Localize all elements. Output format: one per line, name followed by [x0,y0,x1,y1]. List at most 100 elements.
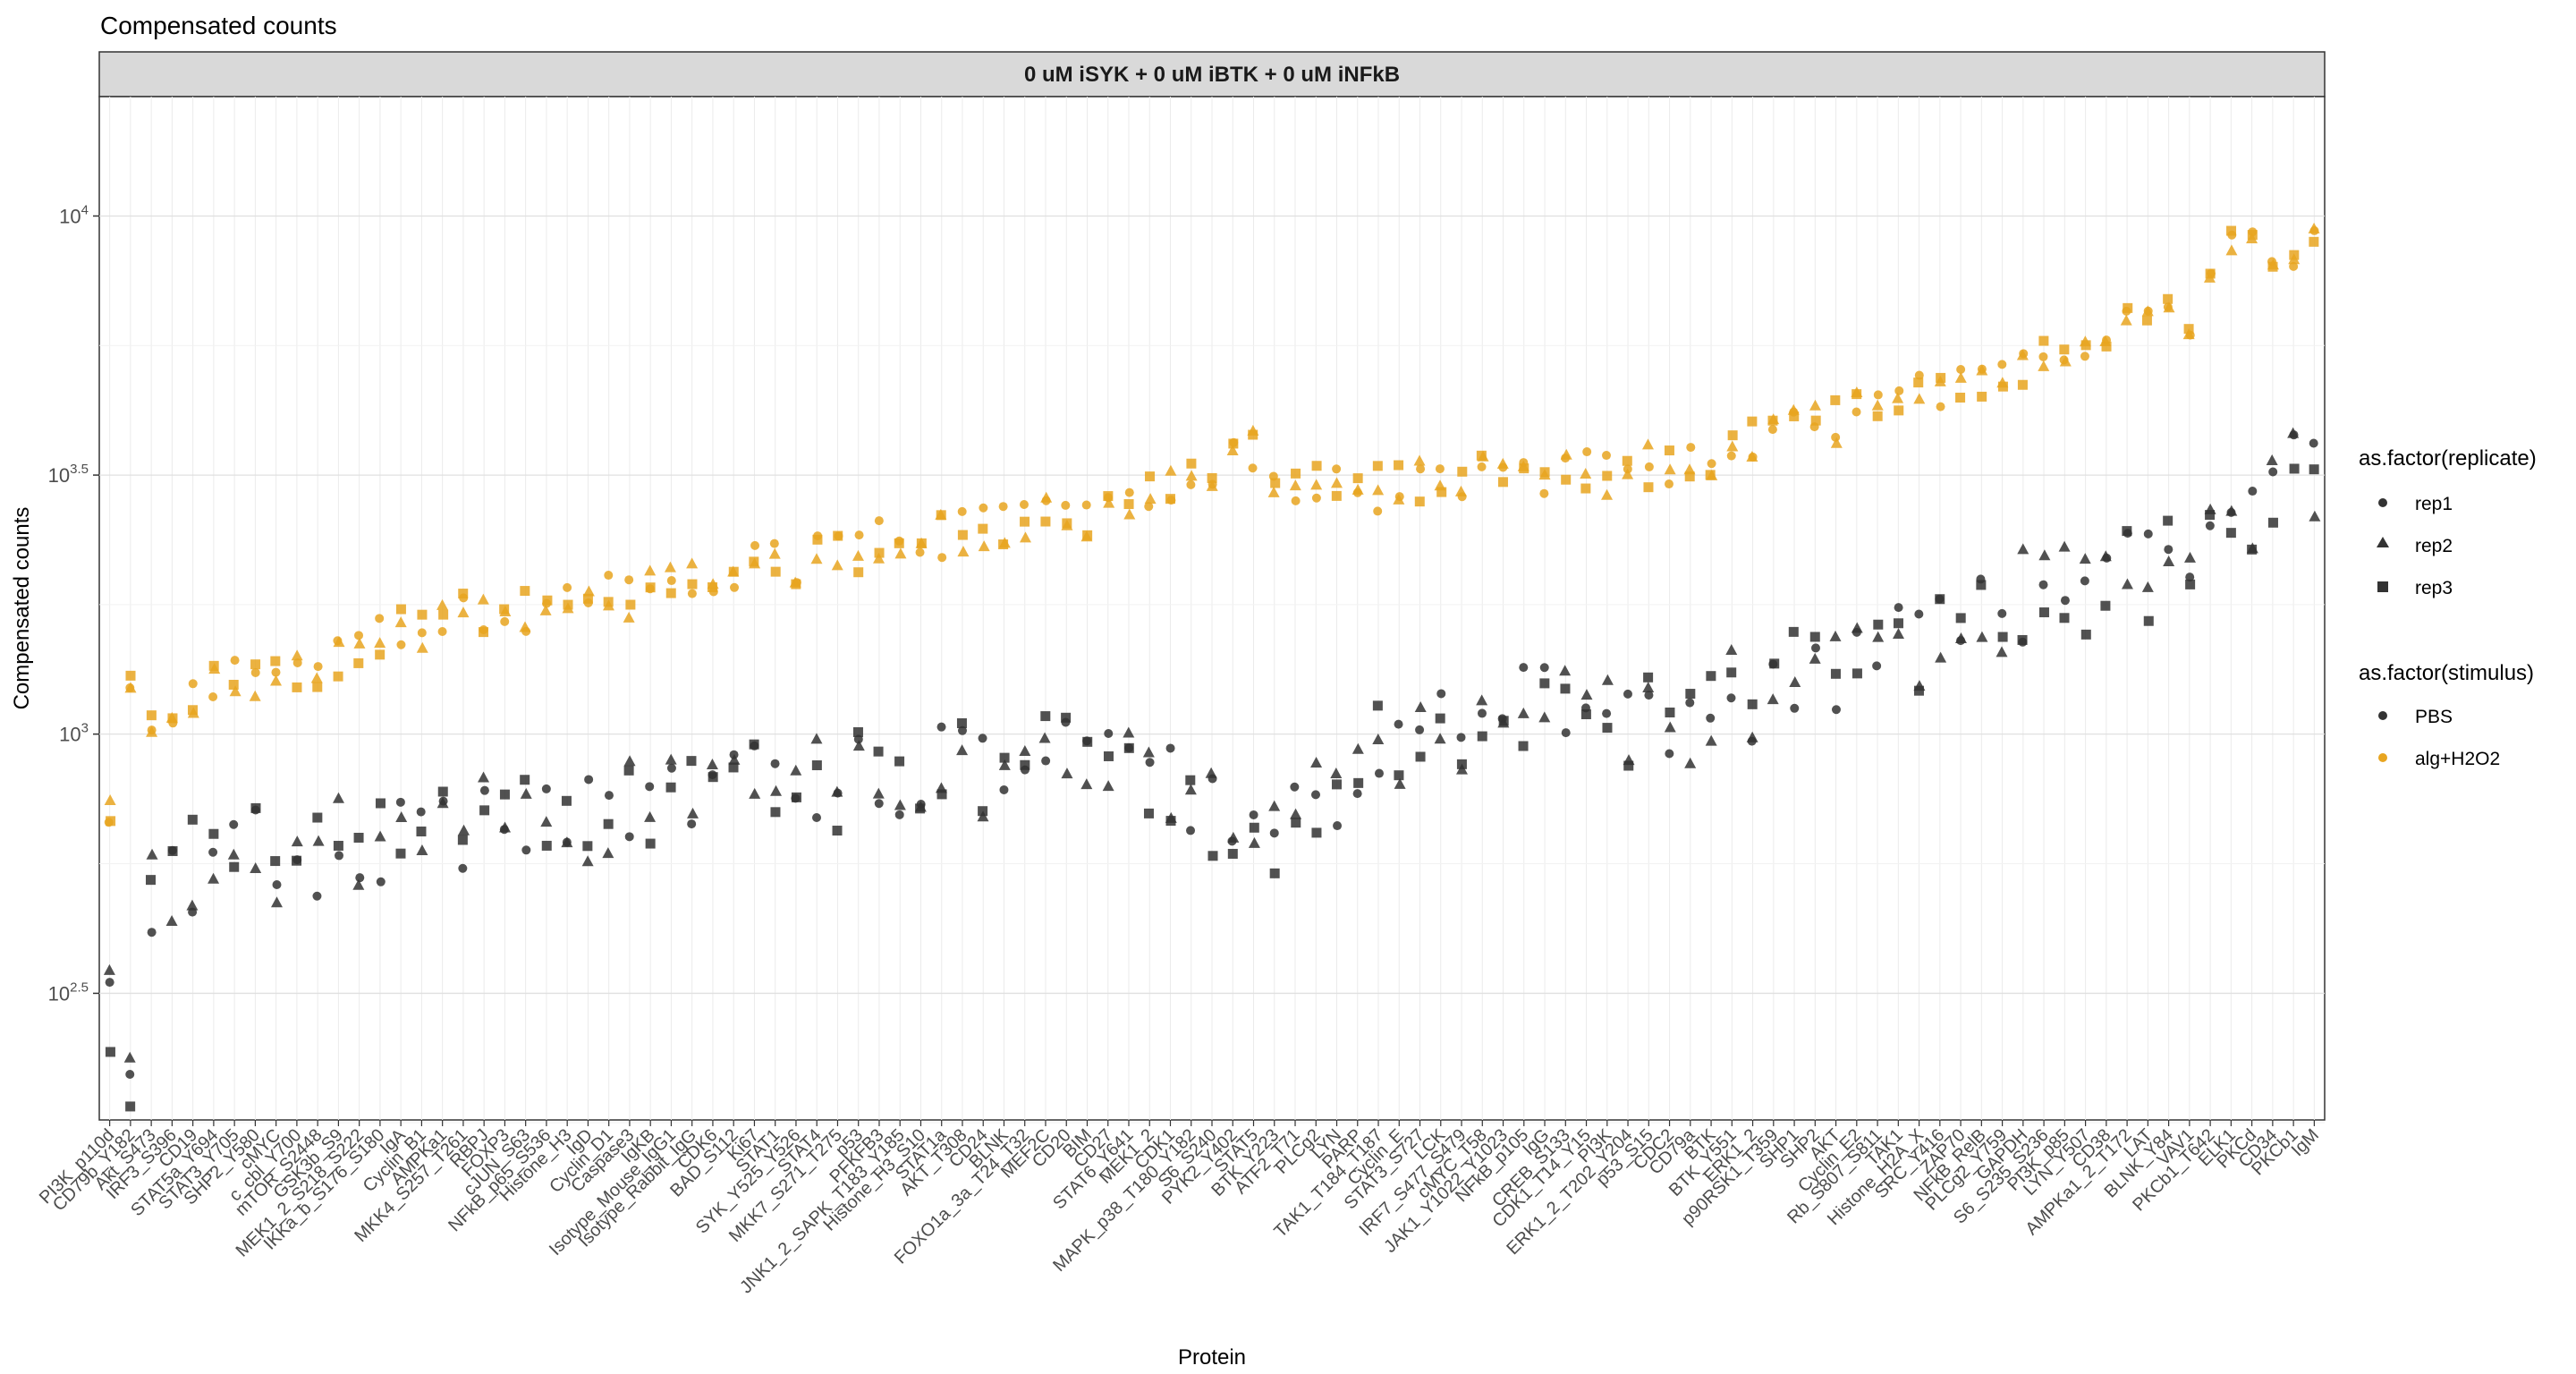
point-alg-rep2 [291,649,303,661]
point-pbs-rep2 [291,835,303,847]
point-pbs-rep2 [956,744,969,756]
point-alg-rep2 [2163,301,2175,313]
point-alg-rep2 [1103,496,1115,508]
point-pbs-rep1 [479,785,489,795]
point-pbs-rep1 [1415,725,1425,734]
point-pbs-rep3 [229,861,240,872]
point-pbs-rep1 [1269,828,1279,838]
point-pbs-rep3 [2080,629,2091,640]
point-alg-rep3 [1165,494,1175,505]
point-alg-rep2 [1871,399,1884,411]
point-pbs-rep3 [312,812,323,823]
point-alg-rep2 [353,637,366,649]
point-pbs-rep1 [2080,576,2089,586]
point-pbs-rep3 [603,818,614,829]
point-alg-rep3 [687,579,698,589]
point-pbs-rep3 [375,798,386,809]
point-pbs-rep3 [1976,580,1987,590]
point-alg-rep3 [1830,394,1841,405]
point-pbs-rep3 [292,855,302,866]
point-pbs-rep3 [1435,713,1445,724]
point-alg-rep3 [375,649,386,660]
point-pbs-rep2 [146,848,158,860]
point-pbs-rep2 [1767,693,1779,705]
point-pbs-rep2 [1019,745,1031,757]
point-pbs-rep1 [416,807,426,817]
point-pbs-rep2 [998,759,1011,770]
point-alg-rep2 [831,559,843,571]
point-pbs-rep2 [623,755,636,767]
y-tick-label: 103.5 [48,462,89,487]
point-pbs-rep3 [1291,818,1301,828]
point-pbs-rep1 [2185,572,2195,582]
point-alg-rep1 [604,571,614,581]
point-alg-rep1 [250,667,260,677]
point-pbs-rep1 [1894,603,1903,613]
point-alg-rep1 [1124,488,1134,497]
facet-strip-label: 0 uM iSYK + 0 uM iBTK + 0 uM iNFkB [1024,63,1400,87]
point-pbs-rep1 [125,1070,135,1080]
point-alg-rep3 [1145,471,1156,482]
point-pbs-rep2 [894,799,906,810]
point-pbs-rep1 [2038,580,2048,589]
point-pbs-rep3 [1165,816,1176,827]
point-alg-rep2 [582,585,595,597]
point-alg-rep3 [1311,461,1322,471]
point-alg-rep2 [1580,467,1592,479]
point-alg-rep3 [998,539,1009,550]
point-pbs-rep2 [2225,505,2238,516]
point-pbs-rep2 [1642,682,1655,693]
point-pbs-rep3 [457,835,468,845]
point-pbs-rep3 [832,826,843,836]
point-alg-rep3 [625,599,636,610]
point-alg-rep1 [1291,496,1301,505]
point-pbs-rep3 [1769,658,1780,669]
point-pbs-rep3 [250,802,261,813]
point-pbs-rep2 [1102,780,1114,792]
point-alg-rep1 [1477,462,1487,471]
point-alg-rep2 [1352,483,1364,495]
point-pbs-rep1 [645,782,655,792]
point-pbs-rep1 [894,810,904,819]
point-pbs-rep3 [1249,822,1259,833]
point-pbs-rep3 [1602,723,1613,734]
point-pbs-rep2 [520,787,532,799]
point-alg-rep2 [1040,491,1053,503]
point-alg-rep2 [1746,450,1758,462]
point-pbs-rep1 [687,819,697,829]
point-alg-rep2 [957,546,970,557]
point-alg-rep3 [645,582,656,593]
point-alg-rep3 [1372,461,1383,471]
point-pbs-rep3 [686,756,697,767]
point-alg-rep1 [687,589,697,598]
point-alg-rep1 [1601,451,1611,461]
point-alg-rep2 [1372,484,1385,496]
point-alg-rep3 [812,534,823,545]
point-pbs-rep2 [706,759,718,770]
point-alg-rep3 [2183,324,2194,335]
y-axis: 102.5 103 103.5 104 [48,202,99,1005]
point-pbs-rep3 [1415,751,1426,762]
point-alg-rep2 [2225,244,2238,256]
point-alg-rep1 [1081,500,1091,510]
legend: as.factor(replicate) rep1 rep2 rep3 as.f… [2359,446,2537,769]
point-alg-rep1 [769,539,779,548]
point-pbs-rep2 [2183,551,2196,563]
point-alg-rep3 [1789,411,1800,421]
point-alg-rep1 [1435,464,1445,474]
point-alg-rep2 [1664,463,1676,475]
point-pbs-rep3 [1665,707,1675,717]
point-alg-rep3 [665,588,676,598]
point-alg-rep3 [2017,379,2028,390]
point-pbs-rep3 [2163,515,2174,526]
point-alg-rep2 [374,637,386,649]
point-pbs-rep2 [1892,628,1904,640]
point-alg-rep3 [2038,335,2049,346]
point-alg-rep1 [230,656,240,666]
point-alg-rep2 [310,672,323,683]
point-alg-rep3 [1123,499,1134,510]
point-pbs-rep3 [2309,464,2319,475]
point-pbs-rep1 [1623,689,1632,699]
point-alg-rep3 [728,566,739,577]
point-alg-rep3 [187,705,198,716]
